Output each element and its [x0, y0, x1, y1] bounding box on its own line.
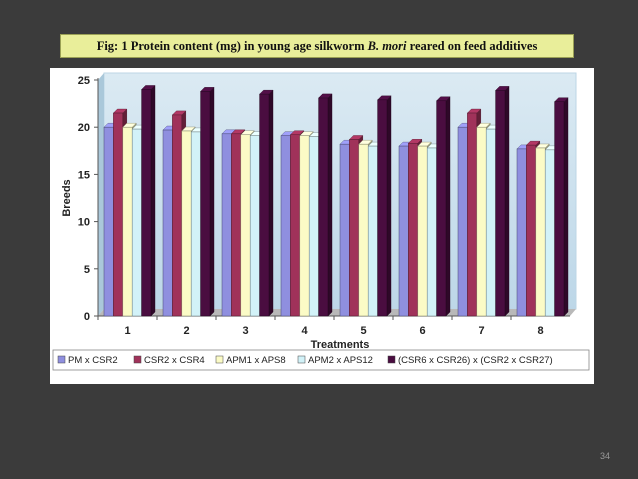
y-tick-label-0: 0 [84, 311, 90, 323]
bar-2-4 [259, 93, 270, 317]
bar-6-1 [467, 112, 478, 317]
caption-species: B. mori [367, 39, 407, 53]
bar-2-1 [231, 133, 242, 317]
y-tick-label-10: 10 [78, 217, 90, 229]
legend-box [52, 349, 590, 371]
legend-label-4: (CSR6 x CSR26) x (CSR2 x CSR27) [398, 355, 553, 366]
x-tick-label-1: 1 [124, 325, 130, 337]
bar-7-3 [544, 149, 555, 317]
bar-7-4 [554, 101, 565, 317]
bar-3-0 [280, 135, 291, 317]
bar-4-4 [377, 99, 388, 317]
x-tick-label-2: 2 [183, 325, 189, 337]
y-tick-label-15: 15 [78, 169, 90, 181]
legend-swatch-3 [297, 355, 306, 364]
legend-swatch-1 [133, 355, 142, 364]
bar-4-3 [367, 145, 378, 317]
x-tick-label-4: 4 [301, 325, 308, 337]
bar-5-3 [426, 147, 437, 317]
bar-4-2 [358, 143, 369, 317]
bar-4-0 [339, 143, 350, 317]
bar-3-2 [299, 135, 310, 317]
bar-2-0 [221, 133, 232, 317]
bar-chart: 0 5 10 15 20 25 Breeds 1 2 3 4 5 6 7 8 Treatments PM x … [52, 72, 590, 371]
bar-5-2 [417, 145, 428, 317]
x-axis-title: Treatments [311, 339, 370, 351]
bar-3-3 [308, 136, 319, 317]
x-tick-label-7: 7 [478, 325, 484, 337]
figure-caption: Fig: 1 Protein content (mg) in young age… [60, 34, 574, 58]
bar-7-2 [535, 147, 546, 317]
bar-side-4-4 [386, 95, 392, 317]
plot-floor [98, 309, 576, 316]
bar-3-1 [290, 134, 301, 317]
x-tick-label-8: 8 [537, 325, 543, 337]
bar-side-5-4 [445, 96, 451, 317]
bar-0-0 [103, 126, 114, 317]
bar-0-4 [141, 89, 152, 317]
bar-side-1-4 [209, 86, 215, 317]
legend-label-3: APM2 x APS12 [308, 355, 373, 366]
legend-label-1: CSR2 x CSR4 [144, 355, 205, 366]
y-tick-label-25: 25 [78, 75, 90, 87]
bar-side-2-4 [268, 89, 274, 317]
x-tick-label-6: 6 [419, 325, 425, 337]
bar-1-4 [200, 91, 211, 317]
chart-container: 0 5 10 15 20 25 Breeds 1 2 3 4 5 6 7 8 Treatments PM x … [50, 68, 594, 384]
bar-0-3 [131, 128, 142, 317]
bar-5-1 [408, 142, 419, 317]
bar-7-0 [516, 148, 527, 317]
legend-label-2: APM1 x APS8 [226, 355, 286, 366]
bar-3-4 [318, 97, 329, 317]
bar-1-0 [162, 129, 173, 317]
bar-side-0-4 [150, 84, 156, 317]
bar-side-6-4 [504, 85, 510, 317]
bar-1-3 [190, 131, 201, 317]
legend-swatch-4 [387, 355, 396, 364]
bar-0-2 [122, 126, 133, 317]
caption-suffix: reared on feed additives [406, 39, 538, 53]
legend-swatch-2 [215, 355, 224, 364]
bar-2-2 [240, 134, 251, 317]
slide-number: 34 [599, 451, 610, 461]
bar-6-3 [485, 128, 496, 317]
y-axis-title: Breeds [61, 179, 73, 216]
legend-swatch-0 [57, 355, 66, 364]
legend-label-0: PM x CSR2 [68, 355, 118, 366]
bar-6-0 [457, 126, 468, 317]
y-tick-label-20: 20 [78, 122, 90, 134]
y-tick-label-5: 5 [84, 264, 90, 276]
caption-prefix: Fig: 1 Protein content (mg) in young age… [96, 39, 368, 53]
bar-7-1 [526, 144, 537, 317]
bar-side-3-4 [327, 93, 333, 317]
bar-1-2 [181, 130, 192, 317]
bar-side-7-4 [563, 97, 569, 317]
plot-side-wall [98, 73, 104, 316]
x-tick-label-5: 5 [360, 325, 366, 337]
bar-5-4 [436, 100, 447, 317]
bar-4-1 [349, 139, 360, 317]
x-tick-label-3: 3 [242, 325, 248, 337]
bar-6-4 [495, 90, 506, 317]
bar-5-0 [398, 145, 409, 317]
bar-6-2 [476, 126, 487, 317]
bar-2-3 [249, 135, 260, 317]
bar-1-1 [172, 114, 183, 317]
bar-0-1 [113, 112, 124, 317]
